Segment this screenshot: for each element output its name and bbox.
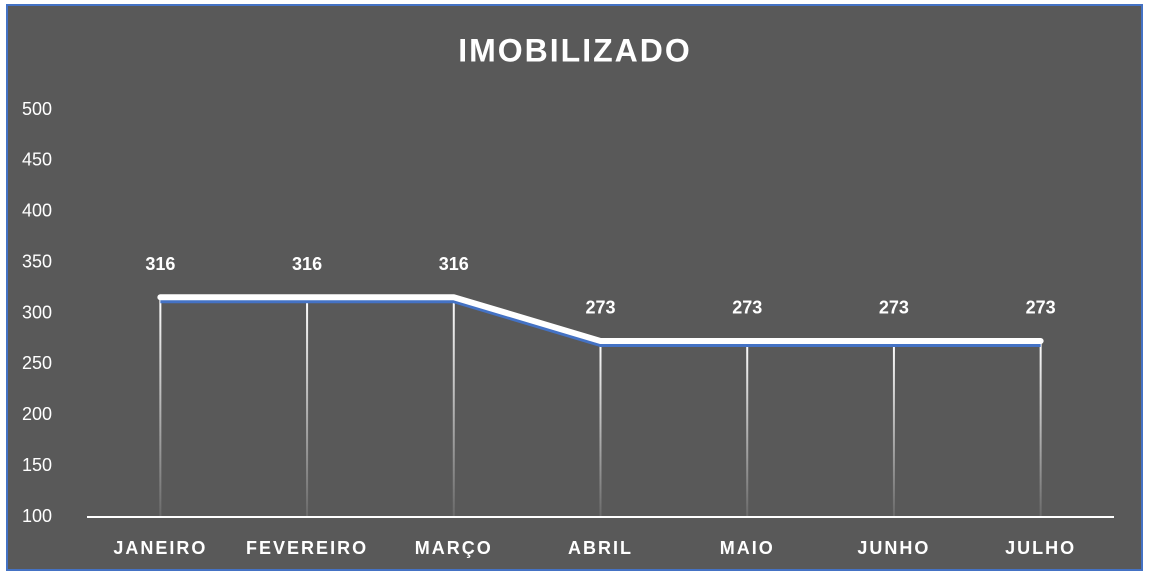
data-label: 273 <box>1026 298 1056 318</box>
y-tick-label: 400 <box>22 201 52 221</box>
y-tick-label: 350 <box>22 251 52 271</box>
drop-line <box>452 297 455 517</box>
x-tick-label: MARÇO <box>415 538 493 558</box>
line-shadow <box>160 299 1041 347</box>
y-tick-label: 100 <box>22 506 52 526</box>
data-label: 316 <box>145 254 175 274</box>
y-tick-label: 500 <box>22 99 52 119</box>
x-tick-label: FEVEREIRO <box>246 538 368 558</box>
x-tick-label: JULHO <box>1005 538 1076 558</box>
line <box>157 294 1044 344</box>
y-tick-label: 150 <box>22 455 52 475</box>
x-tick-label: JANEIRO <box>113 538 207 558</box>
x-tick-label: ABRIL <box>568 538 633 558</box>
drop-line <box>746 340 749 517</box>
drop-line <box>306 297 309 517</box>
data-label: 273 <box>732 298 762 318</box>
chart-background <box>6 4 1143 571</box>
drop-line <box>892 340 895 517</box>
drop-line <box>159 297 162 517</box>
y-tick-label: 300 <box>22 302 52 322</box>
drop-line <box>1039 340 1042 517</box>
data-label: 273 <box>585 298 615 318</box>
y-tick-label: 450 <box>22 150 52 170</box>
y-tick-label: 200 <box>22 404 52 424</box>
chart-title: IMOBILIZADO <box>458 32 692 68</box>
data-label: 273 <box>879 298 909 318</box>
data-label: 316 <box>292 254 322 274</box>
x-tick-label: MAIO <box>720 538 775 558</box>
drop-line <box>599 340 602 517</box>
x-tick-label: JUNHO <box>857 538 930 558</box>
data-label: 316 <box>439 254 469 274</box>
y-tick-label: 250 <box>22 353 52 373</box>
